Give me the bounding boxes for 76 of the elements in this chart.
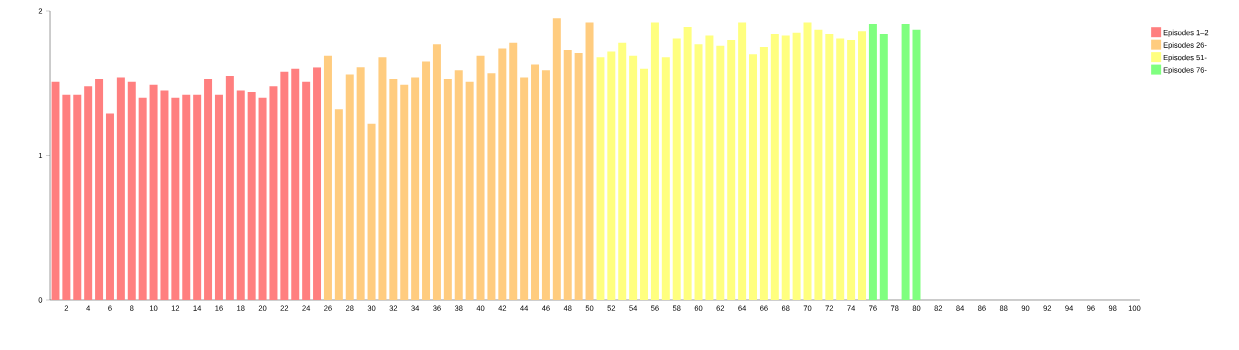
bar: [552, 18, 561, 300]
bar: [716, 45, 725, 300]
bar: [378, 57, 387, 300]
bar: [498, 48, 507, 300]
bar: [803, 22, 812, 300]
bar: [672, 38, 681, 300]
bar: [814, 29, 823, 300]
bar: [781, 35, 790, 300]
bar: [443, 78, 452, 300]
bar: [585, 22, 594, 300]
bar: [422, 61, 431, 300]
bar: [73, 94, 82, 300]
bar: [345, 74, 354, 300]
bar: [661, 57, 670, 300]
bar: [749, 54, 758, 300]
bar: [149, 84, 158, 300]
bar: [105, 113, 114, 300]
bar: [825, 34, 834, 300]
bar: [640, 68, 649, 300]
bar: [389, 78, 398, 300]
bar: [258, 97, 267, 300]
bar: [531, 64, 540, 300]
bar: [313, 67, 322, 300]
bar: [291, 68, 300, 300]
bar: [236, 90, 245, 300]
bar: [759, 47, 768, 300]
bar: [269, 86, 278, 300]
bar: [738, 22, 747, 300]
bar: [487, 73, 496, 300]
bar: [465, 81, 474, 300]
bar: [62, 94, 71, 300]
bar: [574, 52, 583, 300]
bar: [629, 55, 638, 300]
bar: [171, 97, 180, 300]
bar: [356, 67, 365, 300]
bar: [683, 26, 692, 300]
bar: [411, 77, 420, 300]
bar: [607, 51, 616, 300]
bar: [400, 84, 409, 300]
bar: [770, 34, 779, 300]
bar: [476, 55, 485, 300]
bar: [792, 32, 801, 300]
bar: [847, 39, 856, 300]
bar: [563, 50, 572, 300]
bar: [247, 91, 256, 300]
bar: [127, 81, 136, 300]
bar: [214, 94, 223, 300]
bar: [618, 42, 627, 300]
bar: [454, 70, 463, 300]
bar: [705, 35, 714, 300]
bar: [509, 42, 518, 300]
bar: [868, 24, 877, 300]
bar: [280, 71, 289, 300]
bar: [302, 81, 311, 300]
bar: [160, 90, 169, 300]
bar: [879, 34, 888, 300]
bar: [694, 44, 703, 300]
bar: [858, 31, 866, 300]
bar: [367, 123, 376, 300]
bar: [836, 38, 845, 300]
bar: [520, 77, 529, 300]
bar: [650, 22, 659, 300]
bar: [138, 97, 147, 300]
bar: [84, 86, 93, 300]
bar: [116, 77, 125, 300]
bar: [225, 76, 234, 300]
bar: [727, 39, 736, 300]
bar: [95, 78, 104, 300]
bar: [204, 78, 213, 300]
bar: [323, 55, 332, 300]
bar: [334, 109, 343, 300]
bar: [432, 44, 441, 300]
bar: [901, 24, 910, 300]
bar: [182, 94, 191, 300]
bar: [193, 94, 202, 300]
bar: [541, 70, 550, 300]
